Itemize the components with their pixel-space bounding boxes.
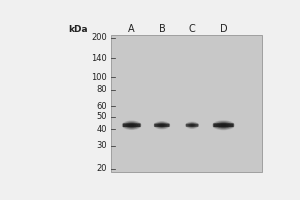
- Ellipse shape: [122, 120, 142, 130]
- Ellipse shape: [155, 122, 169, 129]
- FancyBboxPatch shape: [213, 123, 234, 127]
- Ellipse shape: [154, 121, 170, 129]
- Text: 30: 30: [97, 141, 107, 150]
- Text: 40: 40: [97, 125, 107, 134]
- Ellipse shape: [158, 123, 166, 127]
- Ellipse shape: [160, 124, 164, 126]
- Ellipse shape: [190, 124, 194, 126]
- Ellipse shape: [221, 124, 226, 126]
- Text: D: D: [220, 24, 227, 34]
- FancyBboxPatch shape: [154, 124, 170, 127]
- Text: 20: 20: [97, 164, 107, 173]
- Ellipse shape: [218, 123, 229, 127]
- Ellipse shape: [214, 121, 233, 129]
- Ellipse shape: [156, 123, 167, 128]
- Ellipse shape: [216, 122, 231, 128]
- Text: 140: 140: [92, 54, 107, 63]
- Ellipse shape: [125, 122, 138, 128]
- Text: kDa: kDa: [68, 25, 88, 34]
- Ellipse shape: [127, 123, 136, 127]
- Text: 80: 80: [97, 85, 107, 94]
- Text: 60: 60: [97, 102, 107, 111]
- Ellipse shape: [129, 124, 134, 126]
- Bar: [111, 35, 262, 172]
- Text: A: A: [128, 24, 135, 34]
- Text: 200: 200: [92, 33, 107, 42]
- Ellipse shape: [189, 124, 195, 127]
- Ellipse shape: [188, 123, 197, 128]
- Ellipse shape: [185, 121, 199, 129]
- Ellipse shape: [212, 120, 235, 130]
- Text: 50: 50: [97, 112, 107, 121]
- Text: B: B: [158, 24, 165, 34]
- Ellipse shape: [123, 121, 140, 129]
- FancyBboxPatch shape: [123, 123, 141, 127]
- Text: 100: 100: [92, 73, 107, 82]
- Text: C: C: [189, 24, 196, 34]
- Ellipse shape: [186, 122, 198, 128]
- FancyBboxPatch shape: [186, 124, 199, 127]
